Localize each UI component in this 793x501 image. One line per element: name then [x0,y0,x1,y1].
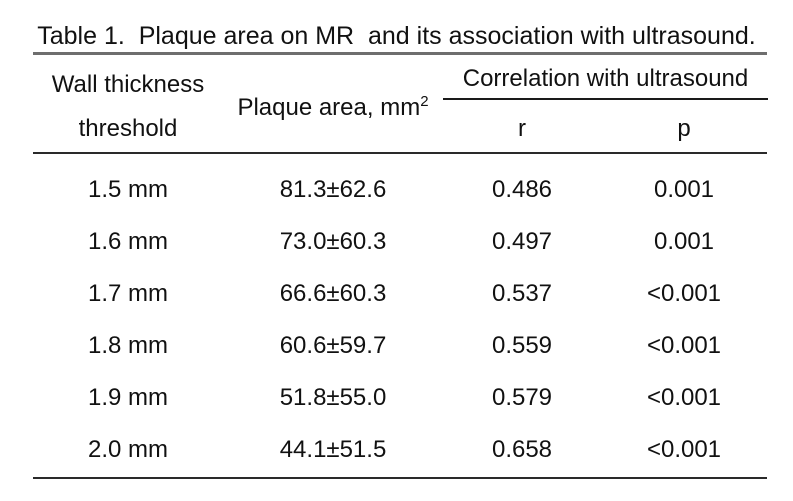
cell-r: 0.658 [491,436,553,463]
cell-threshold: 1.6 mm [87,228,168,255]
header-wall-thickness-line2: threshold [78,115,178,142]
cell-threshold: 2.0 mm [87,436,168,463]
cell-threshold: 1.5 mm [87,176,168,203]
cell-plaque-area: 81.3±62.6 [279,176,387,203]
cell-r: 0.497 [491,228,553,255]
cell-p: <0.001 [646,332,722,359]
header-plaque-area: Plaque area, mm2 [223,93,443,121]
header-plaque-area-superscript: 2 [420,93,429,110]
header-correlation-spanner: Correlation with ultrasound [462,65,749,92]
cell-plaque-area: 66.6±60.3 [279,280,387,307]
cell-r: 0.486 [491,176,553,203]
header-wall-thickness-line1: Wall thickness [51,71,205,98]
cell-r: 0.559 [491,332,553,359]
bottom-rule [33,477,767,479]
cell-r: 0.537 [491,280,553,307]
header-plaque-area-label: Plaque area, mm [237,94,421,121]
table-row: 1.8 mm 60.6±59.7 0.559 <0.001 [33,320,767,372]
cell-threshold: 1.8 mm [87,332,168,359]
cell-r: 0.579 [491,384,553,411]
header-r: r [518,115,526,142]
cell-p: 0.001 [653,228,715,255]
cell-plaque-area: 73.0±60.3 [279,228,387,255]
table-row: 1.5 mm 81.3±62.6 0.486 0.001 [33,164,767,216]
cell-threshold: 1.7 mm [87,280,168,307]
spanner-rule [443,98,768,100]
table-row: 1.7 mm 66.6±60.3 0.537 <0.001 [33,268,767,320]
cell-plaque-area: 51.8±55.0 [279,384,387,411]
cell-p: 0.001 [653,176,715,203]
cell-p: <0.001 [646,280,722,307]
table-row: 1.6 mm 73.0±60.3 0.497 0.001 [33,216,767,268]
cell-plaque-area: 44.1±51.5 [279,436,387,463]
header-p: p [677,115,691,142]
table-body: 1.5 mm 81.3±62.6 0.486 0.001 1.6 mm 73.0… [33,164,767,476]
table-row: 2.0 mm 44.1±51.5 0.658 <0.001 [33,424,767,476]
cell-p: <0.001 [646,436,722,463]
header-bottom-rule [33,152,767,154]
cell-threshold: 1.9 mm [87,384,168,411]
cell-plaque-area: 60.6±59.7 [279,332,387,359]
top-rule [33,52,767,55]
table-row: 1.9 mm 51.8±55.0 0.579 <0.001 [33,372,767,424]
table-title: Table 1. Plaque area on MR and its assoc… [37,22,756,50]
cell-p: <0.001 [646,384,722,411]
